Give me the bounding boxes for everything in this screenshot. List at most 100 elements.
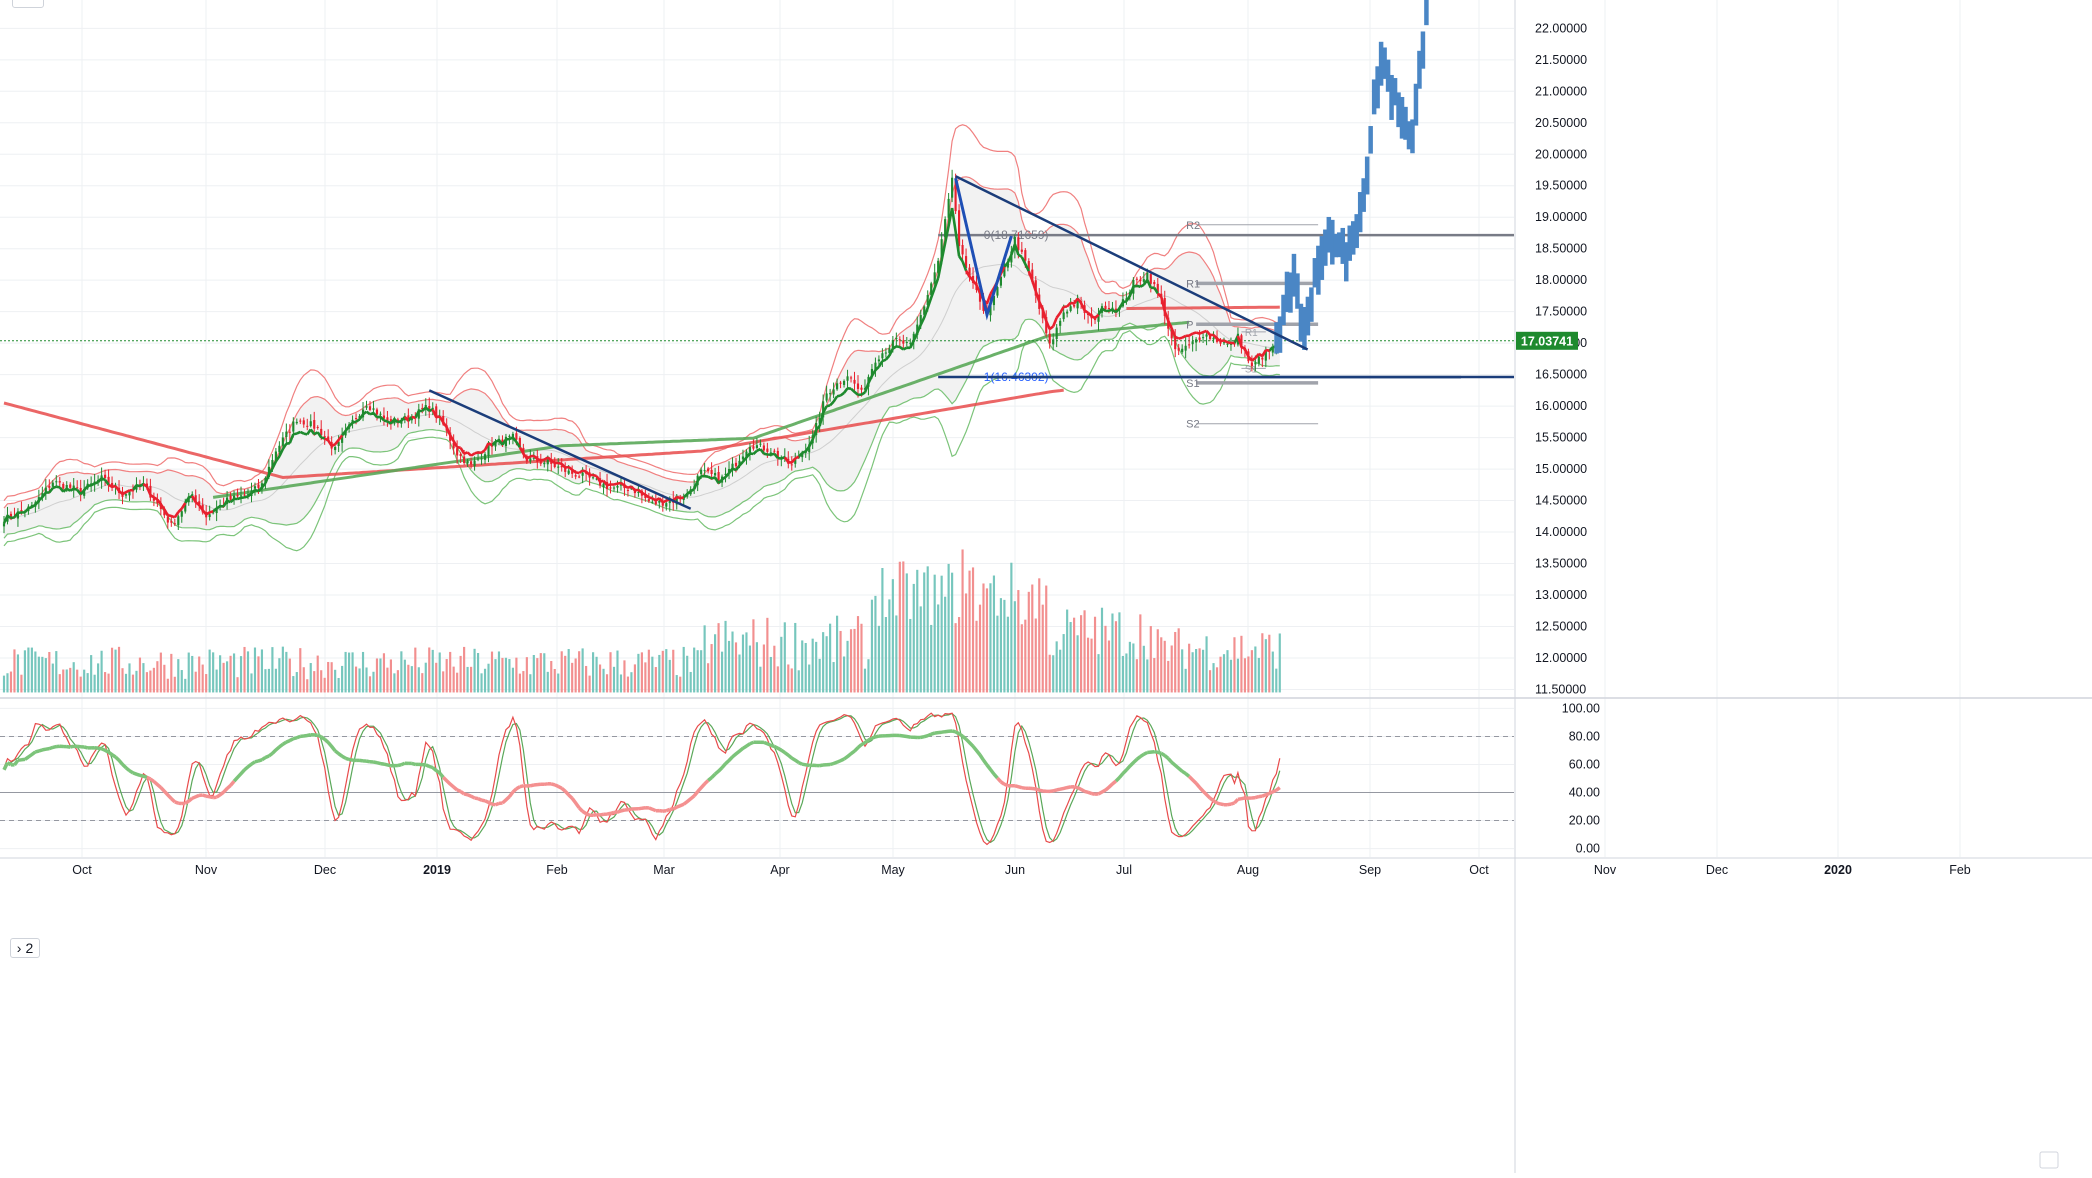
candle-body — [1146, 272, 1149, 280]
volume-bar — [51, 663, 54, 693]
candle-body — [55, 481, 58, 483]
volume-bar — [79, 676, 82, 693]
candle-body — [658, 500, 661, 503]
candle-body — [1202, 337, 1205, 339]
candle-body — [999, 276, 1002, 286]
candle-body — [832, 389, 835, 395]
candle-body — [48, 485, 51, 488]
volume-bar — [1257, 657, 1260, 693]
volume-bar — [1034, 618, 1037, 693]
volume-bar — [891, 579, 894, 693]
candle-body — [849, 377, 853, 379]
volume-bar — [159, 652, 162, 693]
volume-bar — [142, 663, 145, 693]
indicator-toggle-button[interactable]: › 2 — [10, 938, 40, 958]
candle-body — [1257, 356, 1260, 364]
price-tick-label: 13.00000 — [1535, 588, 1587, 602]
time-tick-label: Mar — [653, 863, 675, 877]
volume-bar — [1268, 634, 1271, 693]
candle-body — [1104, 305, 1107, 310]
candle-body — [846, 376, 849, 381]
volume-bar — [438, 652, 441, 693]
volume-bar — [511, 667, 514, 693]
volume-bar — [867, 659, 870, 693]
last-price-tag — [1516, 331, 1578, 350]
volume-bar — [6, 673, 9, 693]
volume-bar — [463, 646, 466, 693]
volume-bar — [1146, 659, 1149, 693]
volume-bar — [1184, 668, 1187, 693]
volume-bar — [16, 654, 20, 693]
volume-bar — [989, 583, 992, 693]
trendline — [955, 175, 1309, 351]
volume-bar — [414, 647, 417, 693]
volume-bar — [860, 623, 863, 693]
candle-body — [1093, 318, 1097, 321]
volume-bar — [1097, 654, 1100, 693]
volume-bar — [107, 673, 110, 693]
time-tick-label: Apr — [770, 863, 789, 877]
volume-bar — [717, 623, 720, 693]
candle-body — [881, 353, 884, 359]
candle-body — [1184, 345, 1187, 351]
projection-bars — [1274, 0, 1429, 354]
volume-bar — [1090, 638, 1093, 693]
volume-bar — [654, 667, 657, 693]
candle-body — [288, 431, 291, 433]
volume-bar — [1191, 652, 1194, 693]
volume-bar — [1219, 656, 1222, 693]
volume-bar — [41, 656, 44, 693]
projection-bar — [1361, 178, 1366, 212]
projection-bar — [1417, 50, 1422, 89]
volume-bar — [947, 563, 950, 693]
volume-bar — [940, 575, 943, 693]
volume-bar — [836, 615, 839, 693]
candle-body — [180, 511, 183, 517]
candle-body — [619, 484, 623, 486]
candle-body — [661, 502, 664, 506]
volume-bar — [595, 656, 598, 693]
volume-bar — [104, 672, 107, 693]
volume-bar — [546, 671, 549, 693]
candle-body — [630, 488, 633, 490]
candle-body — [724, 473, 727, 475]
top-left-toolbar-button[interactable] — [12, 0, 44, 8]
candle-body — [107, 476, 110, 485]
candle-body — [598, 478, 602, 486]
volume-bar — [672, 649, 675, 693]
projection-bar — [1274, 322, 1279, 354]
volume-bar — [320, 670, 323, 693]
volume-bar — [1027, 591, 1030, 693]
volume-bar — [958, 617, 961, 693]
volume-bar — [1093, 616, 1097, 693]
candle-body — [958, 210, 961, 247]
volume-bar — [1135, 659, 1138, 693]
candle-body — [926, 295, 929, 305]
volume-bars — [2, 549, 1281, 693]
volume-bar — [23, 650, 26, 693]
time-tick-label: Sep — [1359, 863, 1381, 877]
price-tick-label: 15.00000 — [1535, 462, 1587, 476]
volume-bar — [951, 572, 954, 693]
candle-body — [888, 348, 891, 354]
candle-body — [741, 456, 745, 460]
candle-body — [58, 481, 61, 483]
candle-body — [700, 469, 703, 475]
time-tick-label: Feb — [1949, 863, 1971, 877]
volume-bar — [417, 667, 420, 693]
candle-body — [539, 460, 542, 464]
candle-body — [170, 521, 173, 523]
volume-bar — [710, 644, 713, 693]
candle-body — [487, 444, 490, 456]
volume-bar — [926, 566, 929, 693]
candle-body — [1031, 269, 1034, 282]
volume-bar — [818, 658, 821, 693]
candle-body — [365, 406, 368, 408]
projection-bar — [1406, 121, 1412, 150]
volume-bar — [382, 653, 386, 693]
volume-bar — [379, 658, 382, 693]
volume-bar — [822, 632, 825, 693]
